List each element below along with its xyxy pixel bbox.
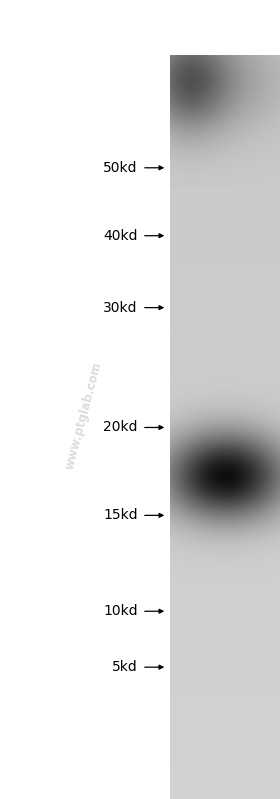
Text: 20kd: 20kd xyxy=(103,420,138,435)
Text: 5kd: 5kd xyxy=(112,660,138,674)
Text: 50kd: 50kd xyxy=(103,161,138,175)
Text: 30kd: 30kd xyxy=(103,300,138,315)
Text: 40kd: 40kd xyxy=(103,229,138,243)
Text: 10kd: 10kd xyxy=(103,604,138,618)
Text: 15kd: 15kd xyxy=(103,508,138,523)
Text: www.ptglab.com: www.ptglab.com xyxy=(63,360,105,471)
